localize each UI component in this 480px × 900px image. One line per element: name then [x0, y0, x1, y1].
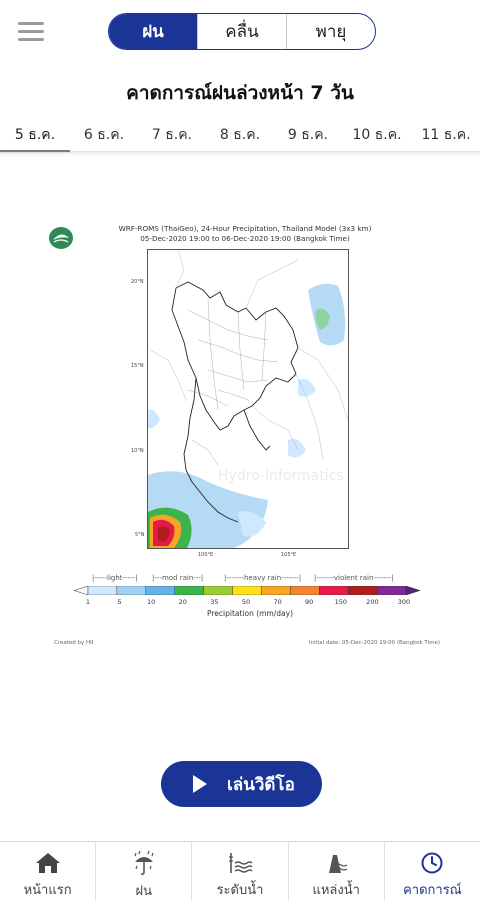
- legend-swatch: [174, 586, 204, 595]
- legend-swatch: [290, 586, 320, 595]
- legend-swatch: [203, 586, 233, 595]
- lat-label: 15°N: [131, 363, 144, 369]
- date-tabs: 5 ธ.ค. 6 ธ.ค. 7 ธ.ค. 8 ธ.ค. 9 ธ.ค. 10 ธ.…: [0, 116, 480, 157]
- lat-label: 5°N: [135, 532, 145, 538]
- legend-swatch: [376, 586, 407, 595]
- legend-category-label: heavy rain: [244, 574, 282, 582]
- nav-label: คาดการณ์: [403, 883, 462, 898]
- app-header: ฝน คลื่น พายุ: [0, 0, 480, 66]
- tab-date-label: 10 ธ.ค.: [352, 127, 402, 143]
- tabs-shadow: [0, 152, 480, 157]
- lat-label: 10°N: [131, 448, 144, 454]
- nav-label: ระดับน้ำ: [216, 883, 264, 898]
- tab-date-label: 11 ธ.ค.: [421, 127, 471, 143]
- tab-date-label: 8 ธ.ค.: [219, 127, 261, 143]
- tab-date-label: 6 ธ.ค.: [83, 127, 125, 143]
- segment-storm[interactable]: พายุ: [286, 14, 375, 49]
- nav-forecast[interactable]: คาดการณ์: [383, 842, 480, 900]
- agency-logo-icon: [49, 227, 73, 249]
- water-level-icon: [229, 852, 253, 873]
- home-icon: [35, 852, 60, 873]
- initial-date-note: Initial date: 05-Dec-2020 19:00 (Bangkok…: [308, 640, 440, 646]
- legend-swatch: [116, 586, 147, 595]
- nav-rain[interactable]: ฝน: [95, 842, 191, 900]
- play-video-button[interactable]: เล่นวิดีโอ: [161, 761, 322, 807]
- segment-wave[interactable]: คลื่น: [197, 14, 286, 49]
- legend-tick-label: 1: [85, 598, 91, 606]
- rain-map: Hydro-Informatics Institute: [147, 249, 349, 549]
- legend-caption: Precipitation (mm/day): [206, 609, 294, 618]
- forecast-map-figure[interactable]: WRF-ROMS (ThaiGeo), 24-Hour Precipitatio…: [40, 212, 450, 662]
- legend-tick-label: 150: [334, 598, 348, 606]
- active-tab-indicator: [0, 150, 70, 153]
- legend-category-label: violent rain: [333, 574, 374, 582]
- legend-swatch: [145, 586, 175, 595]
- legend-tick-label: 10: [147, 598, 156, 606]
- tab-date-6[interactable]: 10 ธ.ค.: [342, 116, 412, 152]
- legend-colorbar: [74, 586, 420, 595]
- map-watermark: Hydro-Informatics Institute: [218, 468, 348, 484]
- legend-category-label: light: [107, 574, 123, 582]
- nav-water-level[interactable]: ระดับน้ำ: [191, 842, 287, 900]
- legend-tick-label: 20: [178, 598, 187, 606]
- legend-category-heavy: |-------heavy rain-------|: [224, 574, 302, 582]
- province-lines: [187, 299, 279, 466]
- created-by-note: Created by HII: [54, 640, 94, 646]
- lon-label: 100°E: [198, 552, 214, 558]
- legend-tick-label: 35: [210, 598, 219, 606]
- map-title-line2: 05-Dec-2020 19:00 to 06-Dec-2020 19:00 (…: [140, 234, 350, 243]
- map-title-line1: WRF-ROMS (ThaiGeo), 24-Hour Precipitatio…: [118, 224, 372, 233]
- thailand-rain-map: [148, 250, 348, 548]
- rain-icon: [134, 850, 154, 876]
- nav-label: หน้าแรก: [23, 883, 72, 898]
- legend-tick-label: 200: [366, 598, 379, 606]
- tab-date-label: 9 ธ.ค.: [287, 127, 329, 143]
- legend-ticks: 1 5 10 20 35 50 70 90 150 200 300: [85, 598, 418, 608]
- map-title: WRF-ROMS (ThaiGeo), 24-Hour Precipitatio…: [80, 224, 410, 244]
- tab-date-3[interactable]: 7 ธ.ค.: [138, 116, 206, 152]
- neighbor-borders: [149, 250, 348, 461]
- tab-date-7[interactable]: 11 ธ.ค.: [412, 116, 480, 152]
- reservoir-icon: [329, 854, 348, 873]
- legend-arrow-low: [74, 586, 89, 595]
- legend-tick-label: 5: [117, 598, 122, 606]
- category-segmented-control: ฝน คลื่น พายุ: [108, 13, 376, 50]
- legend-categories: |-----light-----| |---mod rain---| |----…: [88, 574, 418, 584]
- tab-date-label: 7 ธ.ค.: [151, 127, 193, 143]
- page-title: คาดการณ์ฝนล่วงหน้า 7 วัน: [126, 82, 354, 104]
- tab-date-4[interactable]: 8 ธ.ค.: [206, 116, 274, 152]
- nav-home[interactable]: หน้าแรก: [0, 842, 95, 900]
- clock-icon: [421, 852, 443, 873]
- tab-date-5[interactable]: 9 ธ.ค.: [274, 116, 342, 152]
- legend-swatch: [87, 586, 118, 595]
- legend-category-light: |-----light-----|: [92, 574, 138, 582]
- nav-label: แหล่งน้ำ: [312, 883, 360, 898]
- play-video-label: เล่นวิดีโอ: [227, 774, 295, 795]
- legend-swatch: [232, 586, 262, 595]
- legend-swatch: [261, 586, 291, 595]
- tab-date-label: 5 ธ.ค.: [14, 127, 56, 143]
- legend-swatch: [319, 586, 349, 595]
- legend-category-moderate: |---mod rain---|: [152, 574, 204, 582]
- lat-label: 20°N: [131, 279, 144, 285]
- legend-tick-label: 70: [273, 598, 282, 606]
- bottom-navigation: หน้าแรก ฝน: [0, 841, 480, 900]
- legend-category-violent: |-------violent rain-------|: [314, 574, 394, 582]
- play-icon: [193, 775, 207, 793]
- menu-icon[interactable]: [18, 22, 44, 42]
- tab-date-1[interactable]: 5 ธ.ค.: [0, 116, 70, 153]
- tab-date-2[interactable]: 6 ธ.ค.: [70, 116, 138, 152]
- legend-swatch: [347, 586, 378, 595]
- nav-reservoir[interactable]: แหล่งน้ำ: [287, 842, 384, 900]
- legend-category-label: mod rain: [161, 574, 194, 582]
- legend-arrow-high: [405, 586, 420, 595]
- legend-tick-label: 50: [241, 598, 251, 606]
- thailand-outline: [171, 281, 299, 523]
- segment-rain[interactable]: ฝน: [109, 14, 197, 49]
- nav-label: ฝน: [135, 884, 153, 899]
- legend-tick-label: 90: [305, 598, 314, 606]
- lon-label: 105°E: [281, 552, 297, 558]
- legend-tick-label: 300: [397, 598, 411, 606]
